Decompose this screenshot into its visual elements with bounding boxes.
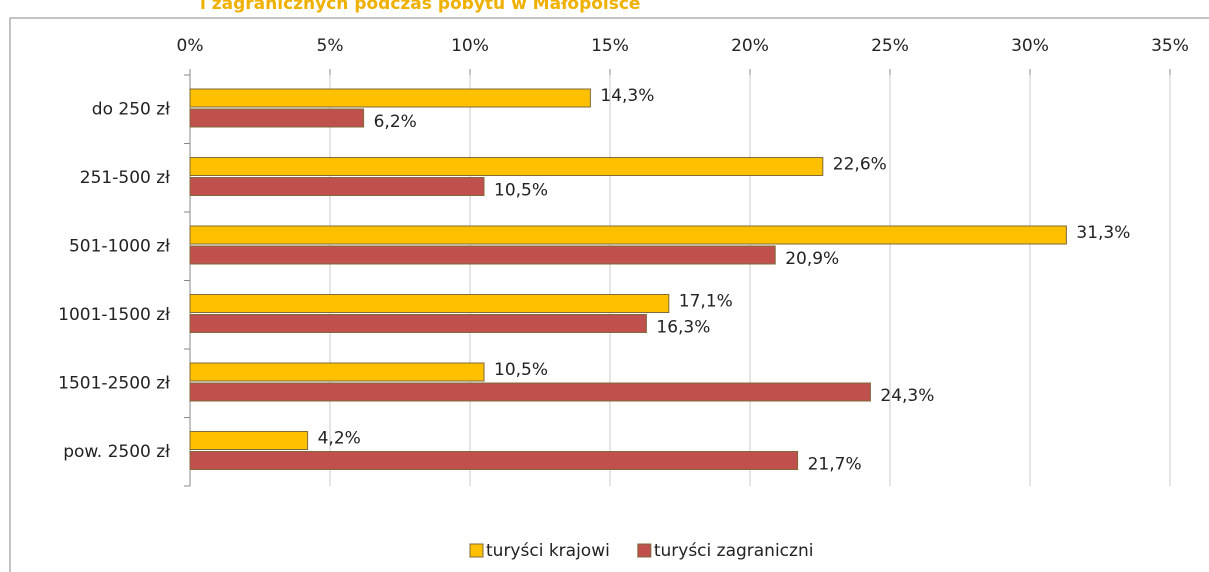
- bar: [189, 225, 1067, 245]
- x-tick-label: 25%: [871, 36, 909, 56]
- data-label: 17,1%: [679, 292, 733, 312]
- bar: [189, 314, 647, 333]
- bar: [189, 382, 871, 402]
- y-tick-label: 251-500 zł: [80, 168, 170, 188]
- legend-swatch: [637, 543, 652, 558]
- data-label: 22,6%: [833, 155, 887, 175]
- bar: [189, 451, 799, 470]
- x-tick-label: 35%: [1151, 36, 1189, 56]
- data-label: 6,2%: [374, 112, 417, 132]
- chart-title: i zagranicznych podczas pobytu w Małopol…: [200, 0, 640, 14]
- bar: [189, 108, 365, 128]
- bar: [189, 88, 591, 108]
- data-label: 31,3%: [1076, 223, 1130, 243]
- y-tick-label: do 250 zł: [92, 99, 170, 119]
- data-label: 16,3%: [656, 318, 710, 338]
- data-label: 24,3%: [880, 386, 934, 406]
- data-label: 20,9%: [785, 249, 839, 269]
- x-tick-label: 30%: [1011, 36, 1049, 56]
- y-tick-label: 501-1000 zł: [69, 236, 170, 256]
- x-tick-label: 20%: [731, 36, 769, 56]
- bar: [189, 294, 670, 313]
- legend-label: turyści krajowi: [486, 541, 610, 561]
- x-tick-label: 5%: [317, 36, 344, 56]
- bar: [189, 431, 309, 450]
- data-label: 14,3%: [600, 86, 654, 106]
- y-tick-label: pow. 2500 zł: [63, 442, 170, 462]
- bar: [189, 362, 485, 382]
- y-tick-label: 1501-2500 zł: [58, 373, 170, 393]
- x-tick-label: 15%: [591, 36, 629, 56]
- data-label: 10,5%: [494, 181, 548, 201]
- bar: [189, 157, 824, 176]
- data-label: 10,5%: [494, 360, 548, 380]
- bar: [189, 177, 485, 196]
- bar: [189, 245, 776, 265]
- data-label: 21,7%: [808, 455, 862, 475]
- legend-label: turyści zagraniczni: [654, 541, 814, 561]
- y-tick-label: 1001-1500 zł: [58, 305, 170, 325]
- x-tick-label: 0%: [177, 36, 204, 56]
- legend-swatch: [469, 543, 484, 558]
- data-label: 4,2%: [318, 429, 361, 449]
- x-tick-label: 10%: [451, 36, 489, 56]
